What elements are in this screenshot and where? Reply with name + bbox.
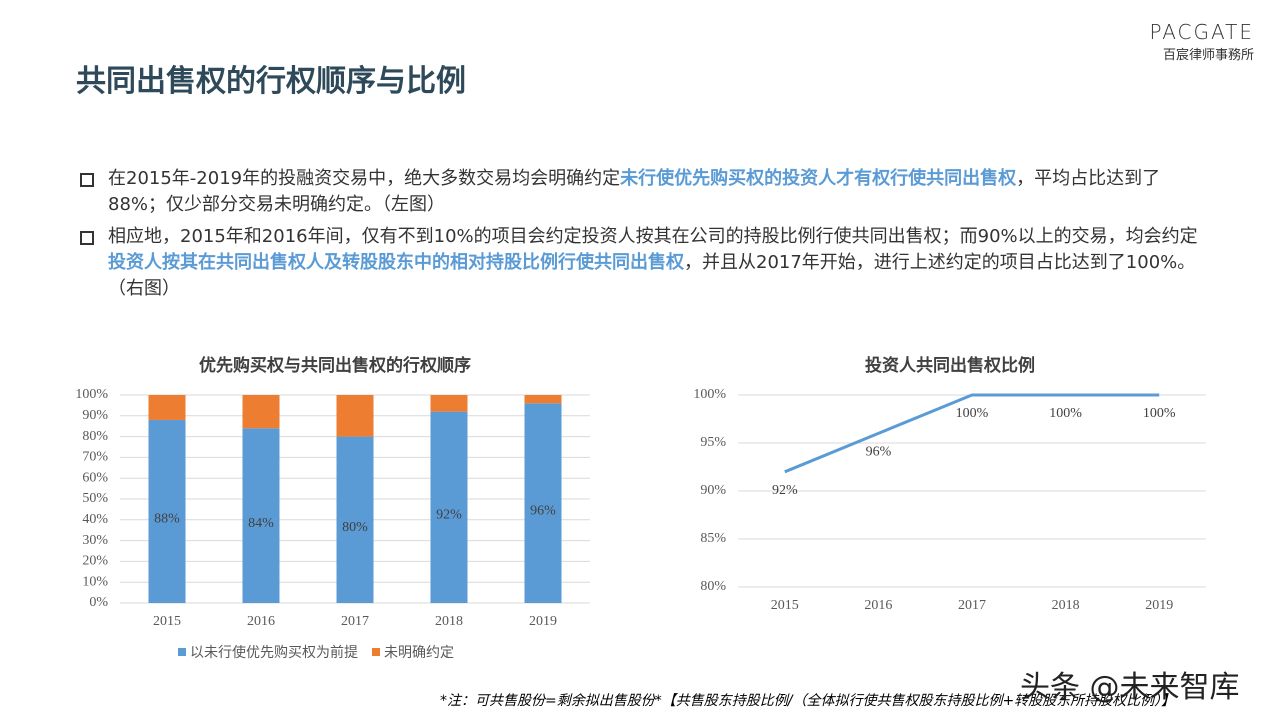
y-tick-label: 70% xyxy=(82,450,108,465)
footnote: *注：可共售股份=剩余拟出售股份*【共售股东持股比例/（全体拟行使共售权股东持股… xyxy=(440,693,1176,709)
y-tick-label: 80% xyxy=(700,579,726,594)
x-tick-label: 2018 xyxy=(435,614,463,629)
bar-segment xyxy=(336,395,374,437)
highlight-text: 未行使优先购买权的投资人才有权行使共同出售权 xyxy=(620,168,1017,189)
y-tick-label: 60% xyxy=(82,470,108,485)
bar-segment xyxy=(430,411,468,603)
legend-label: 以未行使优先购买权为前提 xyxy=(190,644,358,661)
x-tick-label: 2019 xyxy=(1145,598,1173,613)
data-label: 80% xyxy=(342,520,368,535)
y-tick-label: 90% xyxy=(700,483,726,498)
data-label: 96% xyxy=(866,445,892,460)
bar-segment xyxy=(148,419,186,603)
y-tick-label: 50% xyxy=(82,491,108,506)
bullet-text: 在2015年-2019年的投融资交易中，绝大多数交易均会明确约定 xyxy=(108,168,621,189)
bar-segment xyxy=(148,395,186,420)
bar-segment xyxy=(242,395,280,429)
y-tick-label: 100% xyxy=(693,387,726,402)
legend-swatch xyxy=(372,648,380,656)
chart-title: 投资人共同出售权比例 xyxy=(865,355,1035,376)
y-tick-label: 40% xyxy=(82,512,108,527)
line-series xyxy=(784,393,1160,474)
data-label: 88% xyxy=(154,512,180,527)
y-tick-label: 85% xyxy=(700,531,726,546)
y-tick-label: 100% xyxy=(75,387,108,402)
logo: PACGATE 百宸律师事務所 xyxy=(1149,20,1254,63)
logo-name: PACGATE xyxy=(1149,20,1254,44)
watermark: 头条 @未来智库 xyxy=(1020,670,1240,705)
y-tick-label: 80% xyxy=(82,429,108,444)
x-tick-label: 2017 xyxy=(958,598,986,613)
slide-title: 共同出售权的行权顺序与比例 xyxy=(76,64,466,99)
x-tick-label: 2018 xyxy=(1052,598,1080,613)
bar-segment xyxy=(430,395,468,412)
chart-title: 优先购买权与共同出售权的行权顺序 xyxy=(199,355,471,376)
y-tick-label: 10% xyxy=(82,574,108,589)
data-label: 92% xyxy=(436,508,462,523)
y-tick-label: 95% xyxy=(700,435,726,450)
y-tick-label: 20% xyxy=(82,554,108,569)
bar-segment xyxy=(336,436,374,603)
legend-label: 未明确约定 xyxy=(384,645,454,661)
x-tick-label: 2019 xyxy=(529,614,557,629)
bullet-text: ，平均占比达到了88%；仅少部分交易未明确约定。（左图） xyxy=(108,168,1161,215)
x-tick-label: 2015 xyxy=(153,614,181,629)
bar-segment xyxy=(242,428,280,603)
data-label: 100% xyxy=(1143,406,1176,421)
x-tick-label: 2017 xyxy=(341,614,369,629)
y-tick-label: 30% xyxy=(82,533,108,548)
data-label: 96% xyxy=(530,503,556,518)
y-tick-label: 0% xyxy=(89,595,108,610)
legend-swatch xyxy=(178,648,186,656)
y-tick-label: 90% xyxy=(82,408,108,423)
bar-segment xyxy=(524,395,562,404)
data-label: 84% xyxy=(248,516,274,531)
logo-subtitle: 百宸律师事務所 xyxy=(1162,48,1254,63)
bullet-text: ，并且从2017年开始，进行上述约定的项目占比达到了100%。（右图） xyxy=(108,252,1196,299)
data-label: 100% xyxy=(956,406,989,421)
x-tick-label: 2016 xyxy=(247,614,275,629)
highlight-text: 投资人按其在共同出售权人及转股股东中的相对持股比例行使共同出售权 xyxy=(108,252,684,273)
bullet: 在2015年-2019年的投融资交易中，绝大多数交易均会明确约定未行使优先购买权… xyxy=(78,166,1198,218)
bullet-text: 相应地，2015年和2016年间，仅有不到10%的项目会约定投资人按其在公司的持… xyxy=(108,226,1198,247)
data-label: 92% xyxy=(772,483,798,498)
data-label: 100% xyxy=(1049,406,1082,421)
bullet: 相应地，2015年和2016年间，仅有不到10%的项目会约定投资人按其在公司的持… xyxy=(78,224,1198,302)
bar-segment xyxy=(524,403,562,603)
x-tick-label: 2015 xyxy=(771,598,799,613)
bullet-list: 在2015年-2019年的投融资交易中，绝大多数交易均会明确约定未行使优先购买权… xyxy=(78,166,1198,308)
x-tick-label: 2016 xyxy=(864,598,892,613)
